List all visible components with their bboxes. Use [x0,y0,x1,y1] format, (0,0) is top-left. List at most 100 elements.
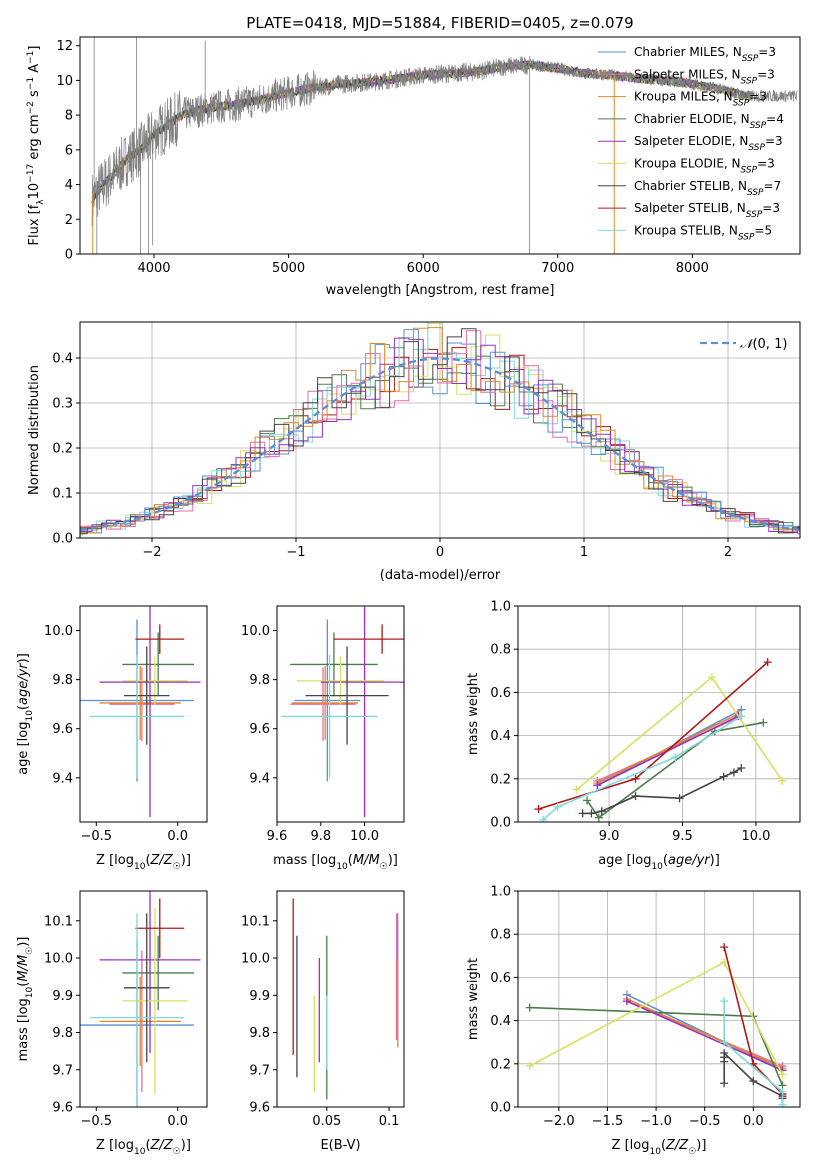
weight-marker [631,792,640,801]
weight-marker [737,712,746,721]
frame-ebv-mass: 0.05 0.1 9.6 9.7 9.8 9.9 10.0 10.1 E(B-V) [241,890,405,1153]
weight-marker [578,809,587,818]
frame-spectrum: 4000 5000 6000 7000 8000 0 2 4 6 8 10 12 wavelength … [26,36,801,298]
x-tick-label: 6000 [407,261,440,276]
legend-label: Salpeter STELIB, NSSP=3 [634,201,780,220]
x-axis-label: (data-model)/error [380,568,501,583]
weight-marker [553,802,562,811]
weight-line [542,715,742,821]
weight-marker [572,785,581,794]
y-axis-label: mass [log10(M/M☉)] [16,937,35,1062]
x-tick-label: −1.5 [592,1114,624,1129]
y-tick-label: 10.0 [241,624,270,639]
plot-area-residuals [80,322,800,537]
axes-frame [79,890,208,1108]
plot-area-Z-age [80,606,201,818]
weight-marker [720,1049,729,1057]
x-tick-label: 10.0 [350,829,379,844]
weight-marker [707,673,716,682]
legend-label: Salpeter ELODIE, NSSP=3 [634,134,783,153]
weight-marker [631,774,640,783]
x-tick-label: 0.0 [167,829,188,844]
y-tick-label: 9.4 [249,771,270,786]
legend: Chabrier MILES, NSSP=3 Salpeter MILES, NS… [598,45,784,242]
y-tick-label: 0.2 [490,1057,511,1072]
frame-residuals: −2 −1 0 1 2 0.0 0.1 0.2 0.3 0.4 (data-model)/error… [27,321,801,583]
weight-line [626,993,783,1072]
weight-marker [778,1100,787,1107]
plot-area-ebv-mass [292,898,399,1100]
weight-marker [597,807,606,816]
y-tick-label: 0 [65,248,73,263]
weight-marker [778,1087,787,1096]
x-tick-label: 9.8 [310,829,331,844]
axes-Z-age: −0.5 0.0 9.4 9.6 9.8 10.0 Z [log10(Z/Z☉)] age [… [16,605,208,872]
legend-label: Chabrier MILES, NSSP=3 [634,45,776,64]
y-tick-label: 0.2 [490,772,511,787]
axes-Z-mass: −0.5 0.0 9.6 9.7 9.8 9.9 10.0 10.1 Z [log10(Z/Z☉… [16,890,208,1157]
y-tick-label: 10 [56,74,73,89]
y-tick-label: 1.0 [490,600,511,615]
weight-marker [622,997,631,1006]
y-tick-label: 9.9 [249,989,270,1004]
axes-ebv-mass: 0.05 0.1 9.6 9.7 9.8 9.9 10.0 10.1 E(B-V) [241,890,405,1153]
weight-marker [593,781,602,790]
y-axis-label: Flux [fλ10−17 erg cm−2 s−1 A−1] [26,46,46,246]
y-tick-label: 1.0 [490,885,511,900]
y-tick-label: 9.4 [52,771,73,786]
y-tick-label: 9.6 [52,722,73,737]
y-tick-label: 9.8 [249,1026,270,1041]
plot-area-Z-mass [80,891,201,1107]
y-tick-label: 0.2 [52,442,73,457]
plot-area-Z-weight [525,943,787,1107]
x-tick-label: −0.5 [80,1114,112,1129]
weight-line [576,676,784,791]
weight-marker [778,1070,787,1079]
y-tick-label: 9.6 [249,722,270,737]
weight-marker [759,718,768,727]
x-tick-label: −2 [142,545,161,560]
y-tick-label: 0.6 [490,971,511,986]
y-axis-label: mass weight [466,958,481,1040]
weight-line [626,1000,783,1072]
weight-marker [749,1077,758,1086]
frame-Z-mass: −0.5 0.0 9.6 9.7 9.8 9.9 10.0 10.1 Z [log10(Z/Z☉… [16,890,208,1157]
weight-marker [583,796,592,805]
axes-frame [276,890,405,1108]
normal-curve [80,357,800,532]
y-tick-label: 9.6 [249,1101,270,1116]
x-tick-label: 9.0 [599,829,620,844]
axes-frame [276,605,405,823]
y-tick-label: 9.8 [52,1026,73,1041]
weight-marker [587,809,596,818]
x-axis-label: wavelength [Angstrom, rest frame] [326,283,555,298]
weight-marker [538,815,547,822]
x-tick-label: 1 [580,545,588,560]
legend-label: Kroupa STELIB, NSSP=5 [634,223,772,242]
x-tick-label: 0.0 [743,1114,764,1129]
y-tick-label: 9.7 [249,1063,270,1078]
y-tick-label: 0.4 [490,729,511,744]
x-tick-label: −0.5 [80,829,112,844]
y-axis-label: Normed distribution [27,365,42,495]
axes-age-weight: 9.0 9.5 10.0 0.0 0.2 0.4 0.6 0.8 1.0 mass weight a… [466,600,801,872]
weight-marker [737,764,746,772]
x-tick-label: 0 [436,545,444,560]
y-tick-label: 0.4 [490,1014,511,1029]
x-tick-label: 2 [724,545,732,560]
x-tick-label: 5000 [272,261,305,276]
y-tick-label: 8 [65,109,73,124]
axes-frame [79,36,801,255]
y-tick-label: 4 [65,178,73,193]
axes-frame [517,890,801,1108]
weight-marker [525,1003,534,1012]
weight-marker [720,958,729,967]
y-tick-label: 9.8 [52,673,73,688]
x-tick-label: 8000 [676,261,709,276]
x-tick-label: −0.5 [689,1114,721,1129]
x-axis-label: Z [log10(Z/Z☉)] [612,1138,707,1157]
weight-line [586,721,764,819]
legend-label: Chabrier STELIB, NSSP=7 [634,179,781,198]
y-tick-label: 10.1 [44,914,73,929]
